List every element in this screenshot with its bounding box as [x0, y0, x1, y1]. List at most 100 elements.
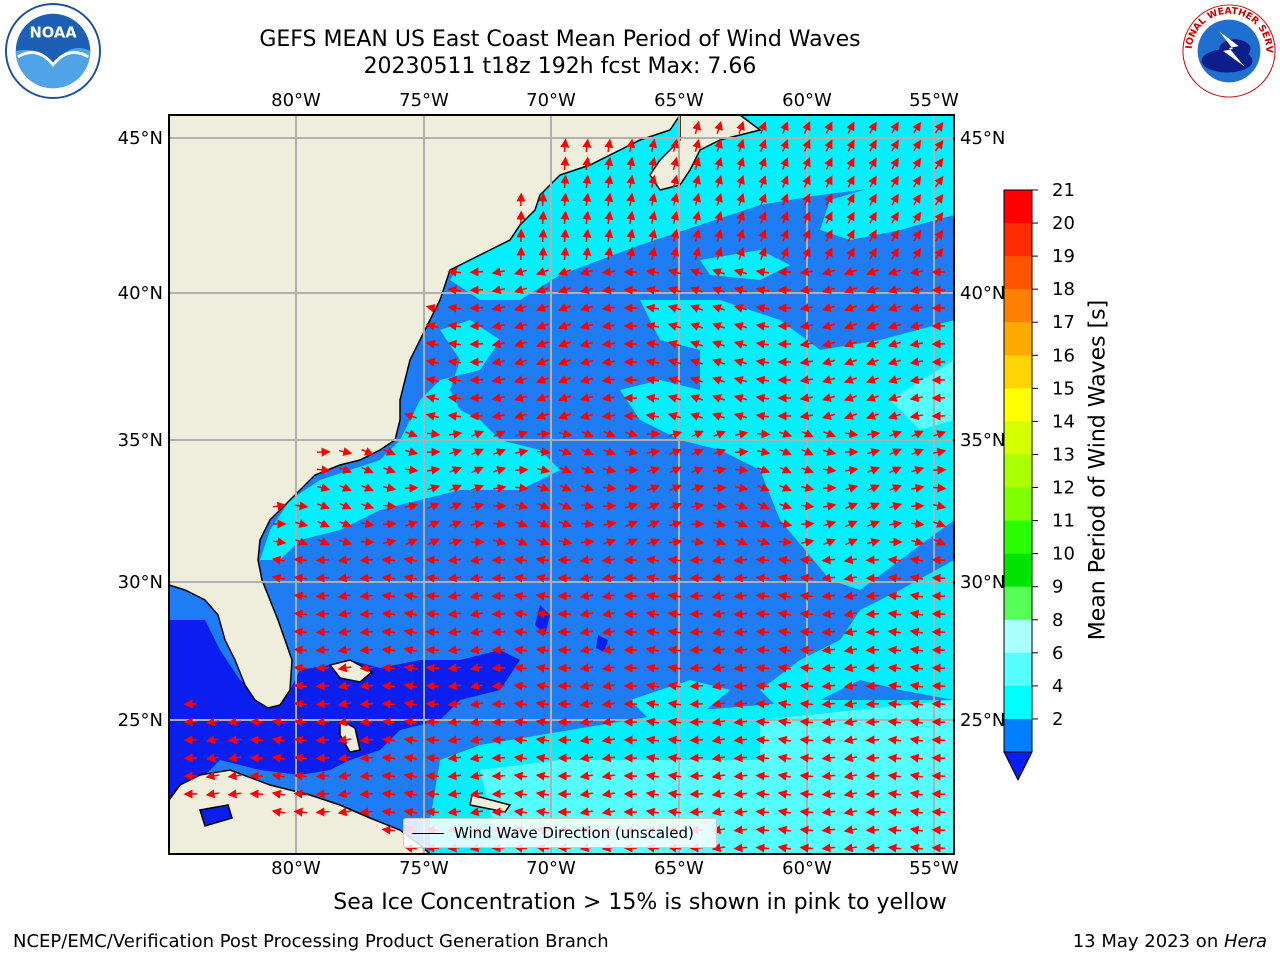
wind-wave-arrow — [625, 502, 639, 511]
wind-wave-arrow — [887, 375, 902, 384]
wind-wave-arrow — [359, 771, 374, 781]
colorbar-segment — [1004, 322, 1032, 356]
wind-wave-arrow — [471, 448, 484, 457]
wind-wave-arrow — [801, 483, 815, 493]
wind-wave-arrow — [271, 807, 286, 817]
wind-wave-arrow — [491, 303, 506, 313]
wind-wave-arrow — [426, 429, 441, 439]
wind-wave-arrow — [777, 825, 792, 835]
wind-wave-arrow — [911, 448, 924, 457]
wind-wave-arrow — [315, 735, 330, 745]
wind-wave-arrow — [535, 717, 550, 727]
wind-wave-arrow — [403, 717, 418, 727]
wind-wave-arrow — [821, 663, 836, 673]
wind-wave-arrow — [601, 393, 616, 403]
wind-wave-arrow — [560, 174, 570, 189]
wind-wave-arrow — [733, 304, 747, 313]
wind-wave-arrow — [823, 538, 836, 547]
wind-wave-arrow — [821, 843, 836, 853]
wind-wave-arrow — [381, 789, 396, 799]
wind-wave-arrow — [535, 321, 549, 330]
wind-wave-arrow — [889, 484, 902, 493]
wind-wave-arrow — [799, 735, 814, 745]
wind-wave-arrow — [447, 393, 462, 403]
wind-wave-arrow — [755, 357, 770, 367]
wind-wave-arrow — [271, 753, 286, 763]
wind-wave-arrow — [692, 174, 701, 188]
wind-wave-arrow — [909, 771, 924, 781]
sea-ice-note: Sea Ice Concentration > 15% is shown in … — [333, 890, 947, 915]
wind-wave-arrow — [535, 645, 550, 655]
wind-wave-arrow — [667, 286, 682, 295]
wind-wave-arrow — [536, 429, 551, 439]
wind-wave-arrow — [755, 789, 770, 799]
wind-wave-arrow — [425, 717, 440, 727]
wind-wave-arrow — [645, 753, 660, 763]
wind-wave-arrow — [493, 466, 507, 475]
lat-tick-label: 40°N — [960, 283, 1005, 304]
wind-wave-arrow — [645, 357, 660, 367]
colorbar-segment — [1004, 388, 1032, 422]
wind-wave-arrow — [689, 591, 704, 601]
wind-wave-arrow — [581, 501, 595, 511]
wind-wave-arrow — [711, 286, 725, 295]
wind-wave-arrow — [645, 681, 660, 691]
wind-wave-arrow — [821, 645, 836, 655]
wind-wave-arrow — [692, 156, 701, 170]
wind-wave-arrow — [689, 699, 704, 709]
wind-wave-arrow — [625, 520, 638, 529]
wind-wave-arrow — [736, 174, 745, 188]
wind-wave-arrow — [758, 193, 767, 206]
wind-wave-arrow — [733, 663, 748, 673]
wind-wave-arrow — [868, 121, 877, 134]
wind-wave-arrow — [403, 627, 418, 637]
wind-wave-arrow — [513, 303, 527, 312]
wind-wave-arrow — [381, 663, 396, 673]
wind-wave-arrow — [582, 192, 592, 207]
lat-tick-label: 35°N — [960, 430, 1005, 451]
wind-wave-arrow — [822, 465, 837, 475]
wind-wave-arrow — [339, 519, 352, 528]
wind-wave-arrow — [582, 174, 592, 189]
wind-wave-arrow — [404, 465, 419, 475]
wind-wave-arrow — [645, 267, 660, 277]
wind-wave-arrow — [890, 193, 899, 206]
wind-wave-arrow — [315, 681, 330, 691]
wind-wave-arrow — [802, 211, 811, 224]
wind-wave-arrow — [865, 393, 879, 402]
wind-wave-arrow — [799, 843, 814, 853]
wind-wave-arrow — [360, 537, 375, 547]
credit-text: NCEP/EMC/Verification Post Processing Pr… — [13, 931, 609, 952]
wind-wave-arrow — [205, 789, 220, 799]
wind-wave-arrow — [755, 555, 770, 565]
wind-wave-arrow — [427, 502, 440, 511]
wind-wave-arrow — [909, 825, 924, 835]
wind-wave-arrow — [579, 357, 593, 366]
wind-wave-arrow — [272, 501, 287, 511]
wind-wave-arrow — [911, 430, 924, 439]
wind-wave-arrow — [535, 609, 550, 619]
wind-wave-arrow — [383, 447, 396, 456]
wind-wave-arrow — [824, 175, 833, 188]
wind-wave-arrow — [513, 771, 528, 781]
wind-wave-arrow — [425, 357, 439, 367]
wind-wave-arrow — [579, 789, 594, 799]
wind-wave-arrow — [469, 753, 484, 763]
wind-wave-arrow — [535, 339, 549, 348]
wind-wave-arrow — [733, 591, 748, 601]
wind-wave-arrow — [359, 645, 374, 655]
wind-wave-arrow — [648, 174, 658, 189]
colorbar-segment — [1004, 223, 1032, 257]
wind-wave-arrow — [579, 573, 594, 583]
wind-wave-arrow — [315, 609, 330, 619]
wind-wave-arrow — [912, 157, 922, 170]
wind-wave-arrow — [645, 573, 660, 583]
wind-wave-arrow — [447, 789, 462, 799]
wind-wave-arrow — [469, 663, 484, 673]
wind-wave-arrow — [538, 210, 548, 225]
wind-wave-arrow — [403, 789, 418, 799]
wind-wave-arrow — [293, 663, 308, 673]
wind-wave-arrow — [843, 375, 857, 384]
wind-wave-arrow — [535, 267, 549, 276]
wind-wave-arrow — [735, 483, 749, 493]
